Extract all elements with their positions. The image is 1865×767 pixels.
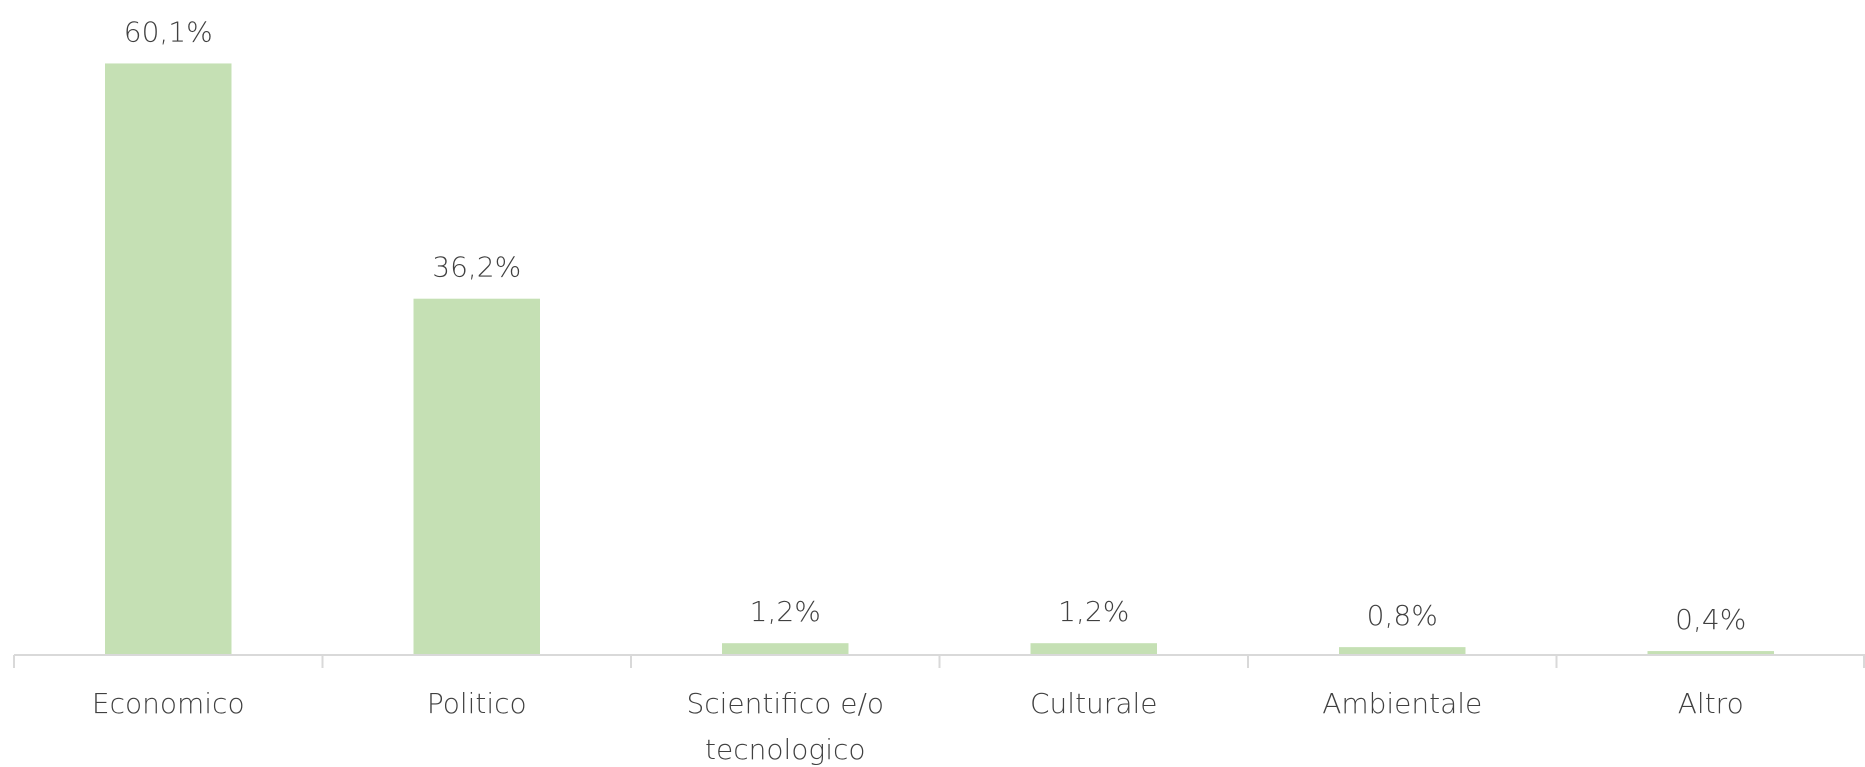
x-tick-label: Politico [426,687,527,720]
bar [1647,651,1774,655]
data-label: 36,2% [432,251,521,284]
x-tick-label: Culturale [1030,687,1158,720]
bar [722,643,849,655]
x-tick-label: Economico [91,687,245,720]
bar [1030,643,1157,655]
data-label: 0,4% [1675,603,1746,636]
data-label: 1,2% [1058,595,1129,628]
x-tick-label: Altro [1677,687,1744,720]
bar [105,63,232,656]
data-label: 60,1% [124,15,213,48]
data-label: 0,8% [1367,599,1438,632]
x-tick-label: Ambientale [1322,687,1483,720]
bar [1339,647,1466,655]
data-label: 1,2% [750,595,821,628]
bar [413,298,540,655]
x-tick-label: Scientifico e/o tecnologico [686,687,885,766]
